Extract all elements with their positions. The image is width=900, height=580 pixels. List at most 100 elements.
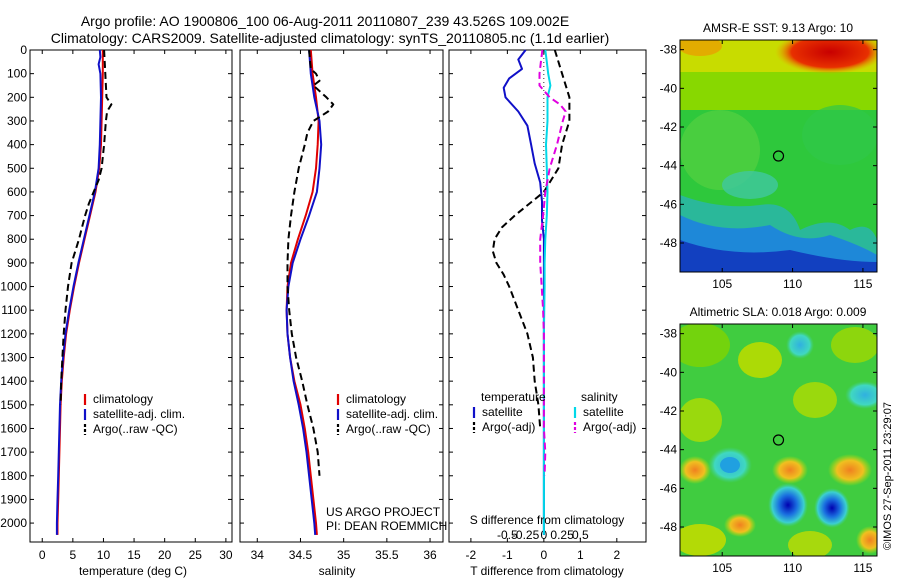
- depth-tick-label: 300: [7, 114, 27, 128]
- difference-top-label: S difference from climatology: [470, 513, 625, 527]
- depth-tick-label: 1200: [0, 327, 27, 341]
- difference-legend-title-salinity: salinity: [581, 390, 618, 404]
- difference-series-temperature-argo-adj-: [491, 49, 571, 429]
- depth-tick-label: 0: [20, 43, 27, 57]
- temperature-series-climatology: [56, 50, 104, 535]
- difference-legend-temp-argo: Argo(-adj): [482, 420, 535, 434]
- difference-xtick-label: 1: [577, 548, 584, 562]
- sla-map-xtick-label: 110: [783, 561, 802, 575]
- sst-map-ytick-label: -38: [660, 43, 678, 57]
- salinity-series-climatology: [285, 49, 320, 535]
- temperature-legend-1: satellite-adj. clim.: [93, 407, 185, 421]
- temperature-legend-0: climatology: [93, 392, 153, 406]
- difference-legend-sal-satellite: satellite: [583, 405, 624, 419]
- depth-tick-label: 1300: [0, 351, 27, 365]
- sst-map-ytick-label: -46: [660, 197, 678, 211]
- temperature-series-satellite-adj-clim-: [55, 49, 102, 535]
- temperature-xtick-label: 0: [39, 548, 46, 562]
- difference-top-tick-label: 0.25: [550, 528, 574, 542]
- difference-series-temperature-satellite: [502, 49, 545, 535]
- sla-map-ytick-label: -42: [660, 404, 678, 418]
- difference-xlabel: T difference from climatology: [470, 564, 624, 578]
- sst-map-ytick-label: -40: [660, 81, 678, 95]
- difference-legend-temp-satellite: satellite: [482, 405, 523, 419]
- salinity-xtick-label: 35.5: [375, 548, 399, 562]
- difference-series-salinity-argo-adj-: [538, 49, 567, 476]
- difference-series-salinity-satellite: [542, 49, 552, 535]
- depth-tick-label: 2000: [0, 516, 27, 530]
- sst-map-title: AMSR-E SST: 9.13 Argo: 10: [703, 21, 853, 35]
- temperature-xtick-label: 30: [219, 548, 233, 562]
- sst-map-frame: [679, 39, 878, 273]
- temperature-xtick-label: 10: [97, 548, 111, 562]
- depth-tick-label: 200: [7, 90, 27, 104]
- temperature-xtick-label: 15: [127, 548, 141, 562]
- depth-tick-label: 1700: [0, 445, 27, 459]
- salinity-xlabel: salinity: [319, 564, 356, 578]
- difference-legend-title-temperature: temperature: [481, 390, 546, 404]
- difference-xtick-label: -1: [502, 548, 513, 562]
- salinity-xtick-label: 36: [423, 548, 437, 562]
- sst-map-xtick-label: 105: [712, 277, 732, 291]
- temperature-legend-2: Argo(..raw -QC): [93, 422, 178, 436]
- depth-tick-label: 700: [7, 209, 27, 223]
- imos-credit: ©IMOS 27-Sep-2011 23:29:07: [882, 402, 894, 550]
- sla-map-xtick-label: 105: [712, 561, 732, 575]
- sst-map-ytick-label: -42: [660, 120, 678, 134]
- sla-map-ytick-label: -40: [660, 365, 678, 379]
- difference-xtick-label: -2: [466, 548, 477, 562]
- sla-map-xtick-label: 115: [853, 561, 872, 575]
- sla-map: [680, 324, 877, 556]
- sla-map-ytick-label: -38: [660, 327, 678, 341]
- depth-tick-label: 400: [7, 138, 27, 152]
- sla-map-ytick-label: -48: [660, 520, 678, 534]
- salinity-xtick-label: 35: [337, 548, 351, 562]
- difference-legend-sal-argo: Argo(-adj): [583, 420, 636, 434]
- depth-tick-label: 800: [7, 232, 27, 246]
- difference-top-tick-label: -0.25: [512, 528, 540, 542]
- depth-tick-label: 1600: [0, 421, 27, 435]
- temperature-xtick-label: 5: [70, 548, 77, 562]
- difference-xtick-label: 2: [613, 548, 620, 562]
- depth-tick-label: 1400: [0, 374, 27, 388]
- salinity-legend-1: satellite-adj. clim.: [346, 407, 438, 421]
- depth-tick-label: 600: [7, 185, 27, 199]
- sst-map-ytick-label: -44: [660, 159, 678, 173]
- sst-map-xtick-label: 110: [783, 277, 802, 291]
- salinity-series-satellite-adj-clim-: [285, 49, 323, 535]
- salinity-annotation-line-1: US ARGO PROJECT: [326, 505, 441, 519]
- difference-top-tick-label: 0.5: [572, 528, 589, 542]
- temperature-series-argo-raw-qc-: [59, 49, 113, 405]
- title-line-1: Argo profile: AO 1900806_100 06-Aug-2011…: [80, 13, 570, 29]
- depth-tick-label: 1800: [0, 469, 27, 483]
- sst-map: [680, 40, 877, 272]
- sla-map-frame: [679, 323, 878, 557]
- depth-tick-label: 1900: [0, 492, 27, 506]
- temperature-xtick-label: 25: [189, 548, 203, 562]
- depth-tick-label: 500: [7, 161, 27, 175]
- title-line-2: Climatology: CARS2009. Satellite-adjuste…: [50, 30, 610, 46]
- panel-frame-difference: [448, 49, 647, 543]
- sla-map-title: Altimetric SLA: 0.018 Argo: 0.009: [690, 305, 867, 319]
- salinity-legend-0: climatology: [346, 392, 406, 406]
- temperature-xtick-label: 20: [158, 548, 172, 562]
- salinity-annotation-line-2: PI: DEAN ROEMMICH: [326, 519, 447, 533]
- sst-map-xtick-label: 115: [853, 277, 872, 291]
- salinity-xtick-label: 34.5: [289, 548, 313, 562]
- depth-tick-label: 1500: [0, 398, 27, 412]
- salinity-series-argo-raw-qc-: [286, 49, 335, 476]
- salinity-legend-2: Argo(..raw -QC): [346, 422, 431, 436]
- difference-xtick-label: 0: [541, 548, 548, 562]
- sla-map-ytick-label: -44: [660, 443, 678, 457]
- depth-tick-label: 900: [7, 256, 27, 270]
- panel-frame-temperature: [29, 49, 233, 543]
- sla-argo-location-marker: [772, 434, 785, 446]
- sst-map-ytick-label: -48: [660, 236, 678, 250]
- sst-argo-location-marker: [772, 150, 785, 162]
- temperature-xlabel: temperature (deg C): [79, 564, 187, 578]
- depth-tick-label: 100: [7, 67, 27, 81]
- panel-frame-salinity: [239, 49, 444, 543]
- salinity-xtick-label: 34: [251, 548, 265, 562]
- depth-tick-label: 1000: [0, 280, 27, 294]
